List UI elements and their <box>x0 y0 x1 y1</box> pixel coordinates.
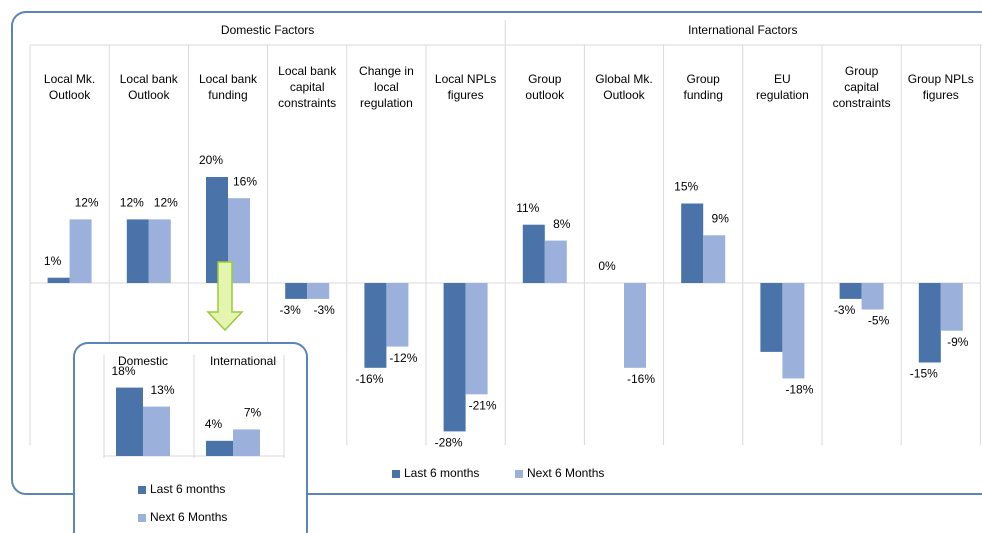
data-label: -15% <box>910 367 938 381</box>
legend-swatch <box>138 514 146 522</box>
legend-swatch <box>392 470 400 478</box>
bar <box>465 283 488 395</box>
data-label: 4% <box>205 417 223 431</box>
data-label: -9% <box>947 335 969 349</box>
bar <box>307 283 330 299</box>
bar <box>228 198 250 283</box>
bar <box>148 219 171 283</box>
data-label: -16% <box>627 372 655 386</box>
legend-label: Next 6 Months <box>150 510 227 524</box>
group-label: Domestic Factors <box>221 23 314 37</box>
bar <box>940 283 963 331</box>
frame <box>11 11 982 495</box>
bar <box>233 429 260 456</box>
category-label: Local Mk. Outlook <box>43 72 96 102</box>
data-label: -18% <box>785 383 813 397</box>
category-label: Group NPLs figures <box>907 72 974 102</box>
legend-label: Last 6 months <box>404 466 479 480</box>
group-label: International Factors <box>688 23 797 37</box>
data-label: -3% <box>280 303 302 317</box>
category-label: Change in local regulation <box>359 64 414 110</box>
bar <box>443 283 466 432</box>
bar <box>364 283 387 368</box>
bar <box>760 283 783 352</box>
legend-swatch <box>138 486 146 494</box>
data-label: 13% <box>150 383 174 397</box>
bar <box>839 283 862 299</box>
bar <box>544 240 567 283</box>
data-label: 9% <box>712 211 730 225</box>
data-label: 12% <box>120 196 144 210</box>
legend-swatch <box>515 470 523 478</box>
bar <box>522 224 545 283</box>
category-label: International <box>210 354 276 368</box>
bar <box>285 283 308 299</box>
main-chart: Domestic Factors International Factors 1% 1… <box>29 20 981 480</box>
data-label: -12% <box>389 351 417 365</box>
arrow <box>206 261 244 332</box>
bar <box>782 283 805 379</box>
bar <box>703 235 726 283</box>
data-label: 16% <box>233 174 257 188</box>
bar <box>386 283 409 347</box>
data-label: -3% <box>834 303 856 317</box>
data-label: -21% <box>469 398 497 412</box>
bar <box>143 406 170 456</box>
category-label: Domestic <box>118 354 168 368</box>
data-label: -5% <box>868 314 890 328</box>
data-label: 0% <box>598 259 616 273</box>
data-label: 12% <box>154 196 178 210</box>
data-label: -3% <box>314 303 336 317</box>
bar <box>918 283 941 363</box>
legend-label: Last 6 months <box>150 482 225 496</box>
category-label: Local NPLs figures <box>434 72 497 102</box>
inset-frame <box>73 342 308 533</box>
legend-label: Next 6 Months <box>527 466 604 480</box>
data-label: -28% <box>435 436 463 450</box>
bar <box>861 283 884 310</box>
category-label: EU regulation <box>756 72 809 102</box>
data-label: 12% <box>75 196 99 210</box>
data-label: 1% <box>44 254 62 268</box>
category-label: Group outlook <box>525 72 565 102</box>
category-label: Group funding <box>683 72 723 102</box>
category-label: Group capital constraints <box>832 64 891 110</box>
data-label: 15% <box>674 180 698 194</box>
category-label: Local bank funding <box>198 72 257 102</box>
data-label: 8% <box>553 217 571 231</box>
bar <box>126 219 149 283</box>
bar <box>206 440 233 456</box>
category-label: Local bank capital constraints <box>278 64 337 110</box>
bar <box>206 177 228 283</box>
bar <box>69 219 92 283</box>
bar <box>116 387 143 456</box>
data-label: 11% <box>516 201 539 215</box>
bar <box>47 277 70 283</box>
category-label: Global Mk. Outlook <box>595 72 653 102</box>
data-label: 18% <box>111 364 135 378</box>
category-label: Local bank Outlook <box>119 72 178 102</box>
data-label: 7% <box>244 406 262 420</box>
data-label: -16% <box>355 372 383 386</box>
bar <box>681 203 704 283</box>
data-label: 20% <box>199 153 223 167</box>
bar <box>624 283 646 368</box>
